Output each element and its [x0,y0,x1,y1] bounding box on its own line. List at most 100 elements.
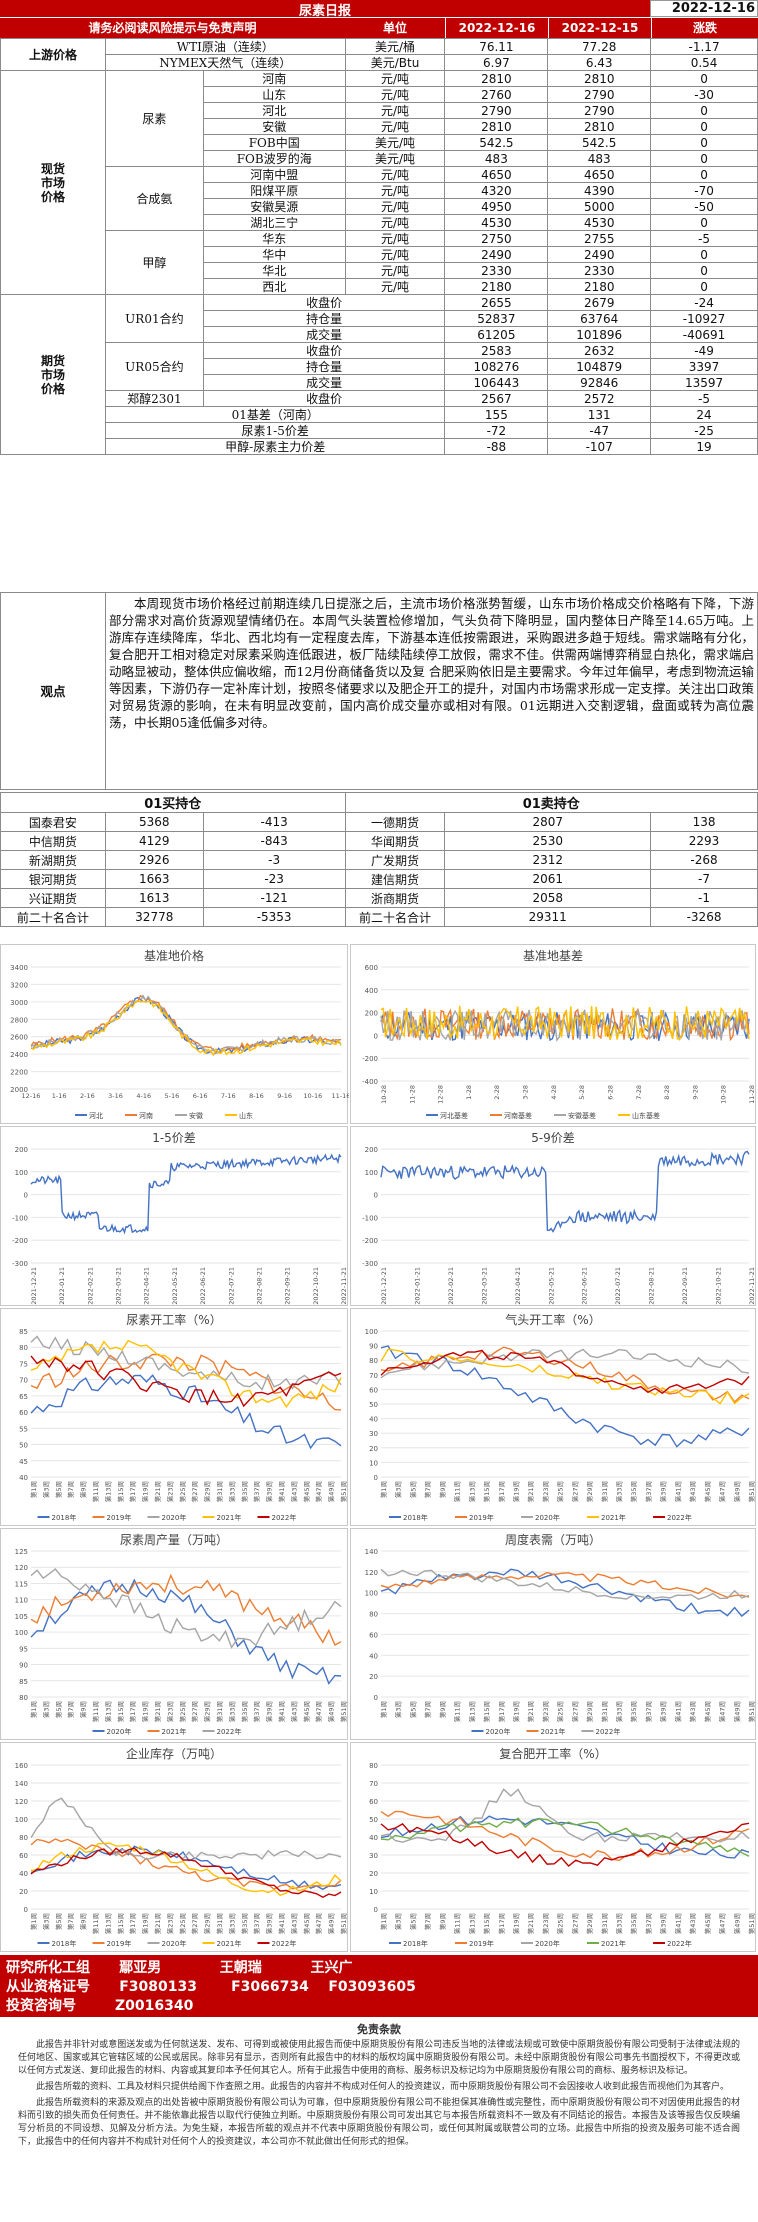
y-tick-label: 100 [15,1169,28,1177]
chart-title: 尿素开工率（%） [126,1313,222,1327]
x-tick-label: 第29周 [203,1913,212,1934]
x-tick-label: 3-16 [108,1092,123,1100]
x-tick-label: 第47周 [314,1701,323,1722]
x-tick-label: 第15周 [482,1701,491,1722]
chart-title: 尿素周产量（万吨） [119,1533,228,1547]
table-row: 甲醇-尿素主力价差 -88 -107 19 [1,438,758,455]
y-tick-label: 20 [19,1888,28,1896]
x-tick-label: 第25周 [556,1481,565,1502]
x-tick-label: 第33周 [615,1913,624,1934]
x-tick-label: 第43周 [688,1481,697,1502]
legend-label: 河北 [89,1112,103,1120]
legend-label: 2019年 [107,1513,132,1522]
y-tick-label: 80 [19,1834,28,1842]
legend-label: 2021年 [541,1727,566,1736]
spot-label: 现货市场价格 [0,70,106,295]
x-tick-label: 第41周 [277,1481,286,1502]
legend-label: 2018年 [403,1513,428,1522]
x-tick-label: 第27周 [190,1701,199,1722]
y-tick-label: 2600 [10,1034,28,1042]
y-tick-label: 50 [369,1401,378,1409]
x-tick-label: 1-28 [465,1085,473,1100]
table-row: 华中 元/吨 2490 2490 0 [1,246,758,263]
footer-team: 研究所化工组 鄢亚男 王朝瑞 王兴广 [6,1960,353,1976]
y-tick-label: 85 [19,1328,28,1336]
table-row: 中信期货 4129 -843 华闻期货 2530 2293 [0,831,758,851]
chart-title: 1-5价差 [152,1131,196,1145]
x-tick-label: 第47周 [718,1701,727,1722]
legend-label: 2022年 [596,1727,621,1736]
legend-label: 河南 [139,1111,153,1120]
x-tick-label: 第45周 [302,1913,311,1934]
y-tick-label: 200 [365,1010,378,1018]
y-tick-label: 0 [374,1474,378,1482]
x-tick-label: 第27周 [570,1701,579,1722]
x-tick-label: 第29周 [585,1913,594,1934]
table-row: 新湖期货 2926 -3 广发期货 2312 -268 [0,850,758,870]
chart-enterprise-inventory: 企业库存（万吨） 0 20 40 60 80 100 120 140 160 第1周 第3周 第5周第… [0,1742,348,1952]
futures-group: UR01合约 [104,294,204,343]
x-tick-label: 第27周 [190,1913,199,1934]
x-tick-label: 4-16 [136,1092,151,1100]
y-tick-label: 85 [19,1678,28,1686]
x-tick-label: 第9周 [438,1481,447,1498]
y-tick-label: 0 [24,1906,28,1914]
y-tick-label: 30 [369,1852,378,1860]
x-tick-label: 第17周 [128,1481,137,1502]
x-tick-label: 第1周 [29,1701,38,1718]
x-tick-label: 第39周 [659,1481,668,1502]
x-tick-label: 第39周 [265,1481,274,1502]
legend-label: 2021年 [217,1939,242,1948]
chart-svg: 2000 2200 2400 2600 2800 3000 3200 3400 12-16 1-1… [10,964,349,1120]
series-line [380,1571,750,1599]
y-tick-label: 140 [15,1780,28,1788]
x-tick-label: 第11周 [91,1701,100,1722]
table-row: 银河期货 1663 -23 建信期货 2061 -7 [0,869,758,889]
legend-label: 2018年 [52,1513,77,1522]
x-tick-label: 第23周 [165,1481,174,1502]
x-tick-label: 第1周 [379,1701,388,1718]
col-unit: 单位 [345,18,445,38]
x-tick-label: 第7周 [66,1913,75,1930]
x-tick-label: 第19周 [511,1913,520,1934]
x-tick-label: 第49周 [732,1701,741,1722]
x-tick-label: 第5周 [54,1701,63,1718]
table-row: UR05合约 收盘价 2583 2632 -49 [1,342,758,391]
x-tick-label: 第47周 [718,1913,727,1934]
y-tick-label: 75 [19,1360,28,1368]
x-tick-label: 5-28 [578,1085,586,1100]
price-table: 上游价格 WTI原油（连续） 美元/桶 76.11 77.28 -1.17 NYMEX… [0,38,758,455]
x-tick-label: 第37周 [644,1913,653,1934]
x-tick-label: 第51周 [747,1481,756,1502]
y-tick-label: 2400 [10,1051,28,1059]
series-line [30,1797,342,1861]
x-tick-label: 第29周 [585,1481,594,1502]
x-tick-label: 第19周 [141,1701,150,1722]
x-tick-label: 2022-05-21 [171,1267,179,1305]
x-tick-label: 3-28 [522,1085,530,1100]
x-tick-label: 第47周 [314,1913,323,1934]
table-row: 兴证期货 1613 -121 浙商期货 2058 -1 [0,888,758,908]
x-tick-label: 第31周 [600,1481,609,1502]
y-tick-label: 120 [365,1569,378,1577]
x-tick-label: 2022-11-21 [340,1267,348,1305]
y-tick-label: -400 [362,1078,378,1086]
x-tick-label: 第9周 [79,1913,88,1930]
x-tick-label: 第31周 [600,1701,609,1722]
legend-label: 2021年 [601,1939,626,1948]
series-line [380,1348,750,1379]
y-tick-label: -300 [362,1260,378,1268]
x-tick-label: 10-28 [380,1085,388,1104]
chart-weekly-demand: 周度表需（万吨） 0 20 40 60 80 100 120 140 第1周 第3周 第5周 第7周第… [350,1528,756,1740]
x-tick-label: 第9周 [438,1913,447,1930]
sell-title: 01卖持仓 [344,792,758,813]
y-tick-label: 115 [15,1580,28,1588]
series-line [380,1810,750,1862]
x-tick-label: 2022-11-21 [748,1267,756,1305]
y-tick-label: 100 [15,1629,28,1637]
x-tick-label: 12-28 [437,1085,445,1104]
x-tick-label: 2022-01-21 [413,1267,421,1305]
y-tick-label: 3000 [10,999,28,1007]
y-tick-label: 160 [15,1762,28,1770]
x-tick-label: 第51周 [339,1913,348,1934]
